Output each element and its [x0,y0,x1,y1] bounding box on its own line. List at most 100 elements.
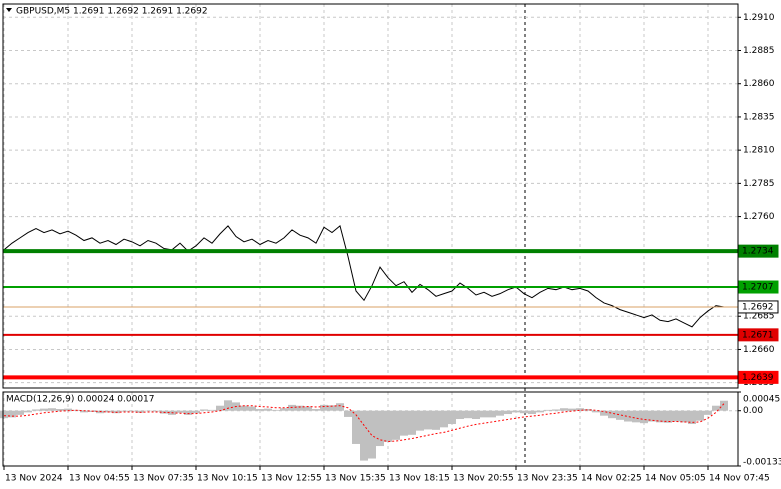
histogram-bar [64,408,72,411]
x-tick-label: 14 Nov 05:05 [645,474,706,484]
histogram-bar [296,405,304,411]
y-tick-label: 0.00045 [743,395,780,405]
histogram-bar [672,410,680,422]
histogram-bar [704,410,712,415]
histogram-bar [328,405,336,411]
histogram-bar [144,410,152,412]
y-tick-label: 1.2785 [743,179,775,189]
y-tick-label: 1.2910 [743,13,775,23]
histogram-bar [152,410,160,412]
panel-title: GBPUSD,M5 1.2691 1.2692 1.2691 1.2692 [16,7,208,17]
menu-triangle [6,8,12,12]
histogram-bar [80,410,88,413]
histogram-bar [56,409,64,411]
histogram-bar [264,408,272,411]
histogram-bar [272,409,280,411]
histogram-bar [544,409,552,411]
panel-title: MACD(12,26,9) 0.00024 0.00017 [6,395,155,405]
histogram-bar [592,410,600,413]
x-tick-label: 13 Nov 23:35 [517,474,578,484]
histogram-bar [616,410,624,420]
level-label: 1.2671 [742,330,774,340]
histogram-bar [312,409,320,411]
histogram-bar [640,410,648,424]
x-tick-label: 13 Nov 12:55 [261,474,322,484]
histogram-bar [688,410,696,425]
y-tick-label: 1.2760 [743,212,775,222]
histogram-bar [680,410,688,423]
histogram-bar [696,410,704,421]
x-tick-label: 14 Nov 07:45 [709,474,770,484]
histogram-bar [568,408,576,411]
histogram-bar [600,410,608,416]
histogram-bar [216,405,224,411]
histogram-bar [192,410,200,414]
histogram-bar [128,410,136,412]
signal-line [3,403,725,442]
histogram-bar [488,410,496,418]
histogram-bar [16,410,24,415]
y-tick-label: -0.00133 [743,458,781,468]
y-tick-label: 0.00 [743,406,763,416]
histogram-bar [464,410,472,419]
histogram-bar [280,408,288,411]
histogram-bar [392,410,400,440]
histogram-bar [408,410,416,435]
x-tick-label: 14 Nov 02:25 [581,474,642,484]
x-tick-label: 13 Nov 2024 [5,474,63,484]
histogram-bar [256,409,264,411]
histogram-bar [360,410,368,461]
histogram-bar [448,410,456,425]
histogram-bar [632,410,640,423]
histogram-bar [240,405,248,411]
x-tick-label: 13 Nov 07:35 [133,474,194,484]
histogram-bar [0,410,8,419]
histogram-bar [712,405,720,411]
histogram-bar [624,410,632,422]
x-tick-label: 13 Nov 10:15 [197,474,258,484]
level-label: 1.2734 [742,247,774,257]
histogram-bar [48,408,56,411]
level-label: 1.2639 [742,373,774,383]
histogram-bar [552,409,560,411]
histogram-bar [480,410,488,418]
x-tick-label: 13 Nov 04:55 [69,474,130,484]
y-tick-label: 1.2835 [743,112,775,122]
histogram-bar [584,409,592,411]
histogram-bar [576,408,584,411]
y-tick-label: 1.2860 [743,79,775,89]
histogram-bar [136,410,144,413]
histogram-bar [376,410,384,447]
histogram-bar [536,410,544,413]
x-tick-label: 13 Nov 18:15 [389,474,450,484]
histogram-bar [336,403,344,411]
histogram-bar [224,400,232,411]
level-label: 1.2692 [742,302,774,312]
histogram-bar [176,410,184,413]
histogram-bar [648,410,656,422]
histogram-bar [384,410,392,442]
histogram-bar [560,408,568,411]
histogram-bar [248,406,256,411]
histogram-bar [304,406,312,411]
histogram-bar [344,410,352,417]
price-line [3,225,725,328]
histogram-bar [720,400,728,411]
histogram-bar [352,410,360,444]
x-tick-label: 13 Nov 15:35 [325,474,386,484]
histogram-bar [504,410,512,415]
histogram-bar [520,410,528,414]
histogram-bar [664,410,672,423]
histogram-bar [656,410,664,423]
panel-frame [2,391,739,467]
histogram-bar [440,410,448,428]
histogram-bar [120,410,128,412]
histogram-bar [368,410,376,459]
y-tick-label: 1.2885 [743,46,775,56]
histogram-bar [24,410,32,413]
histogram-bar [40,408,48,411]
panel-frame [2,3,739,389]
histogram-bar [432,410,440,430]
